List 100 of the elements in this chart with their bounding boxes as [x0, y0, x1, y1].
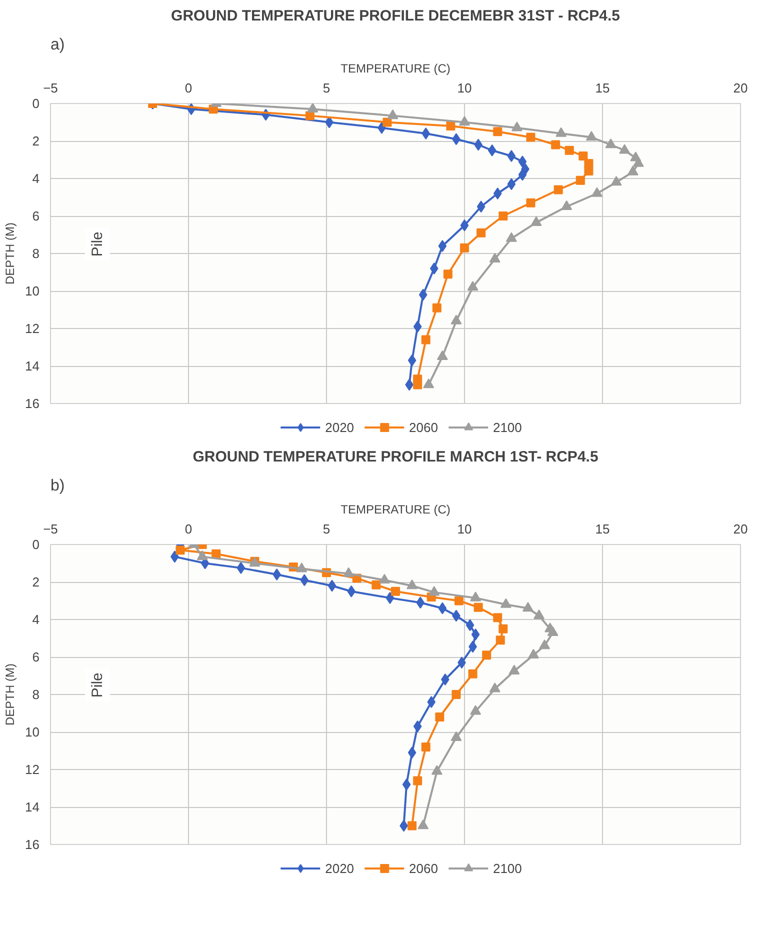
- point: [518, 156, 527, 168]
- point: [418, 288, 428, 301]
- x-tick-label: 20: [733, 522, 748, 536]
- point: [236, 562, 246, 574]
- point: [489, 682, 500, 692]
- point: [498, 624, 508, 634]
- point: [328, 580, 336, 592]
- point: [476, 200, 486, 213]
- point: [272, 568, 281, 580]
- point: [413, 380, 422, 390]
- point: [408, 821, 417, 830]
- point: [561, 200, 572, 210]
- y-tick-label: 4: [32, 612, 40, 627]
- point: [413, 720, 422, 732]
- point: [539, 639, 550, 650]
- point: [438, 240, 447, 252]
- point: [493, 188, 502, 200]
- legend-label: 2060: [409, 420, 438, 434]
- point: [468, 669, 478, 678]
- point: [534, 609, 545, 620]
- point: [408, 746, 416, 759]
- chart-title: GROUND TEMPERATURE PROFILE DECEMEBR 31ST - RCP4.5: [171, 8, 620, 24]
- point: [500, 598, 512, 608]
- point: [300, 574, 309, 586]
- x-axis-title: TEMPERATURE (C): [340, 502, 450, 516]
- x-tick-label: 5: [322, 522, 330, 536]
- y-axis-title: DEPTH (M): [3, 663, 18, 726]
- y-tick-label: 16: [25, 396, 40, 411]
- x-tick-label: 0: [184, 80, 192, 96]
- point: [470, 705, 482, 715]
- y-tick-label: 2: [32, 574, 40, 590]
- y-tick-label: 0: [32, 96, 40, 111]
- point: [408, 354, 416, 366]
- y-tick-label: 2: [32, 134, 40, 148]
- point: [427, 696, 436, 708]
- x-tick-label: 0: [184, 522, 192, 536]
- point: [387, 109, 398, 120]
- point: [482, 650, 492, 660]
- text: b): [50, 478, 65, 494]
- annotation: Pile: [88, 672, 106, 698]
- point: [508, 664, 520, 674]
- legend-label: 2020: [325, 420, 354, 434]
- legend-label: 2020: [325, 860, 354, 876]
- legend-label: 2060: [409, 860, 438, 876]
- annotation: Pile: [88, 232, 106, 257]
- text: a): [50, 36, 65, 54]
- point: [413, 320, 422, 333]
- x-tick-label: 5: [322, 80, 330, 96]
- point: [406, 579, 418, 590]
- y-tick-label: 14: [25, 800, 40, 814]
- point: [507, 150, 516, 162]
- y-tick-label: 8: [32, 246, 40, 261]
- point: [518, 168, 527, 181]
- point: [496, 636, 505, 645]
- point: [528, 648, 539, 659]
- point: [443, 270, 452, 279]
- point: [493, 613, 502, 622]
- point: [413, 776, 422, 786]
- point: [382, 118, 392, 127]
- point: [432, 303, 442, 312]
- x-tick-label: −5: [43, 522, 58, 536]
- point: [467, 280, 478, 291]
- point: [578, 152, 588, 160]
- point: [471, 628, 480, 640]
- point: [372, 580, 381, 590]
- point: [460, 243, 469, 252]
- point: [431, 765, 442, 775]
- x-axis-title: TEMPERATURE (C): [340, 62, 450, 76]
- point: [493, 127, 502, 136]
- point: [511, 122, 522, 132]
- point: [526, 132, 536, 142]
- point: [564, 146, 574, 155]
- y-tick-label: 10: [25, 724, 40, 740]
- point: [347, 585, 356, 598]
- point: [422, 128, 430, 140]
- y-tick-label: 12: [25, 321, 40, 336]
- point: [176, 546, 185, 555]
- point: [343, 567, 354, 577]
- y-tick-label: 8: [32, 687, 40, 702]
- point: [554, 185, 563, 194]
- point: [522, 602, 534, 612]
- x-tick-label: 15: [595, 80, 610, 96]
- point: [438, 602, 447, 614]
- x-tick-label: 20: [733, 80, 748, 96]
- point: [584, 166, 594, 176]
- point: [454, 596, 464, 606]
- point: [547, 626, 558, 636]
- point: [470, 592, 482, 602]
- point: [378, 574, 390, 584]
- point: [619, 144, 630, 154]
- point: [460, 219, 469, 232]
- y-tick-label: 4: [32, 171, 40, 186]
- x-tick-label: 15: [595, 522, 610, 536]
- y-tick-label: 16: [25, 837, 40, 852]
- point: [605, 138, 616, 148]
- legend-label: 2100: [492, 420, 522, 434]
- point: [610, 176, 622, 186]
- point: [196, 550, 208, 560]
- point: [423, 378, 434, 388]
- point: [421, 335, 430, 344]
